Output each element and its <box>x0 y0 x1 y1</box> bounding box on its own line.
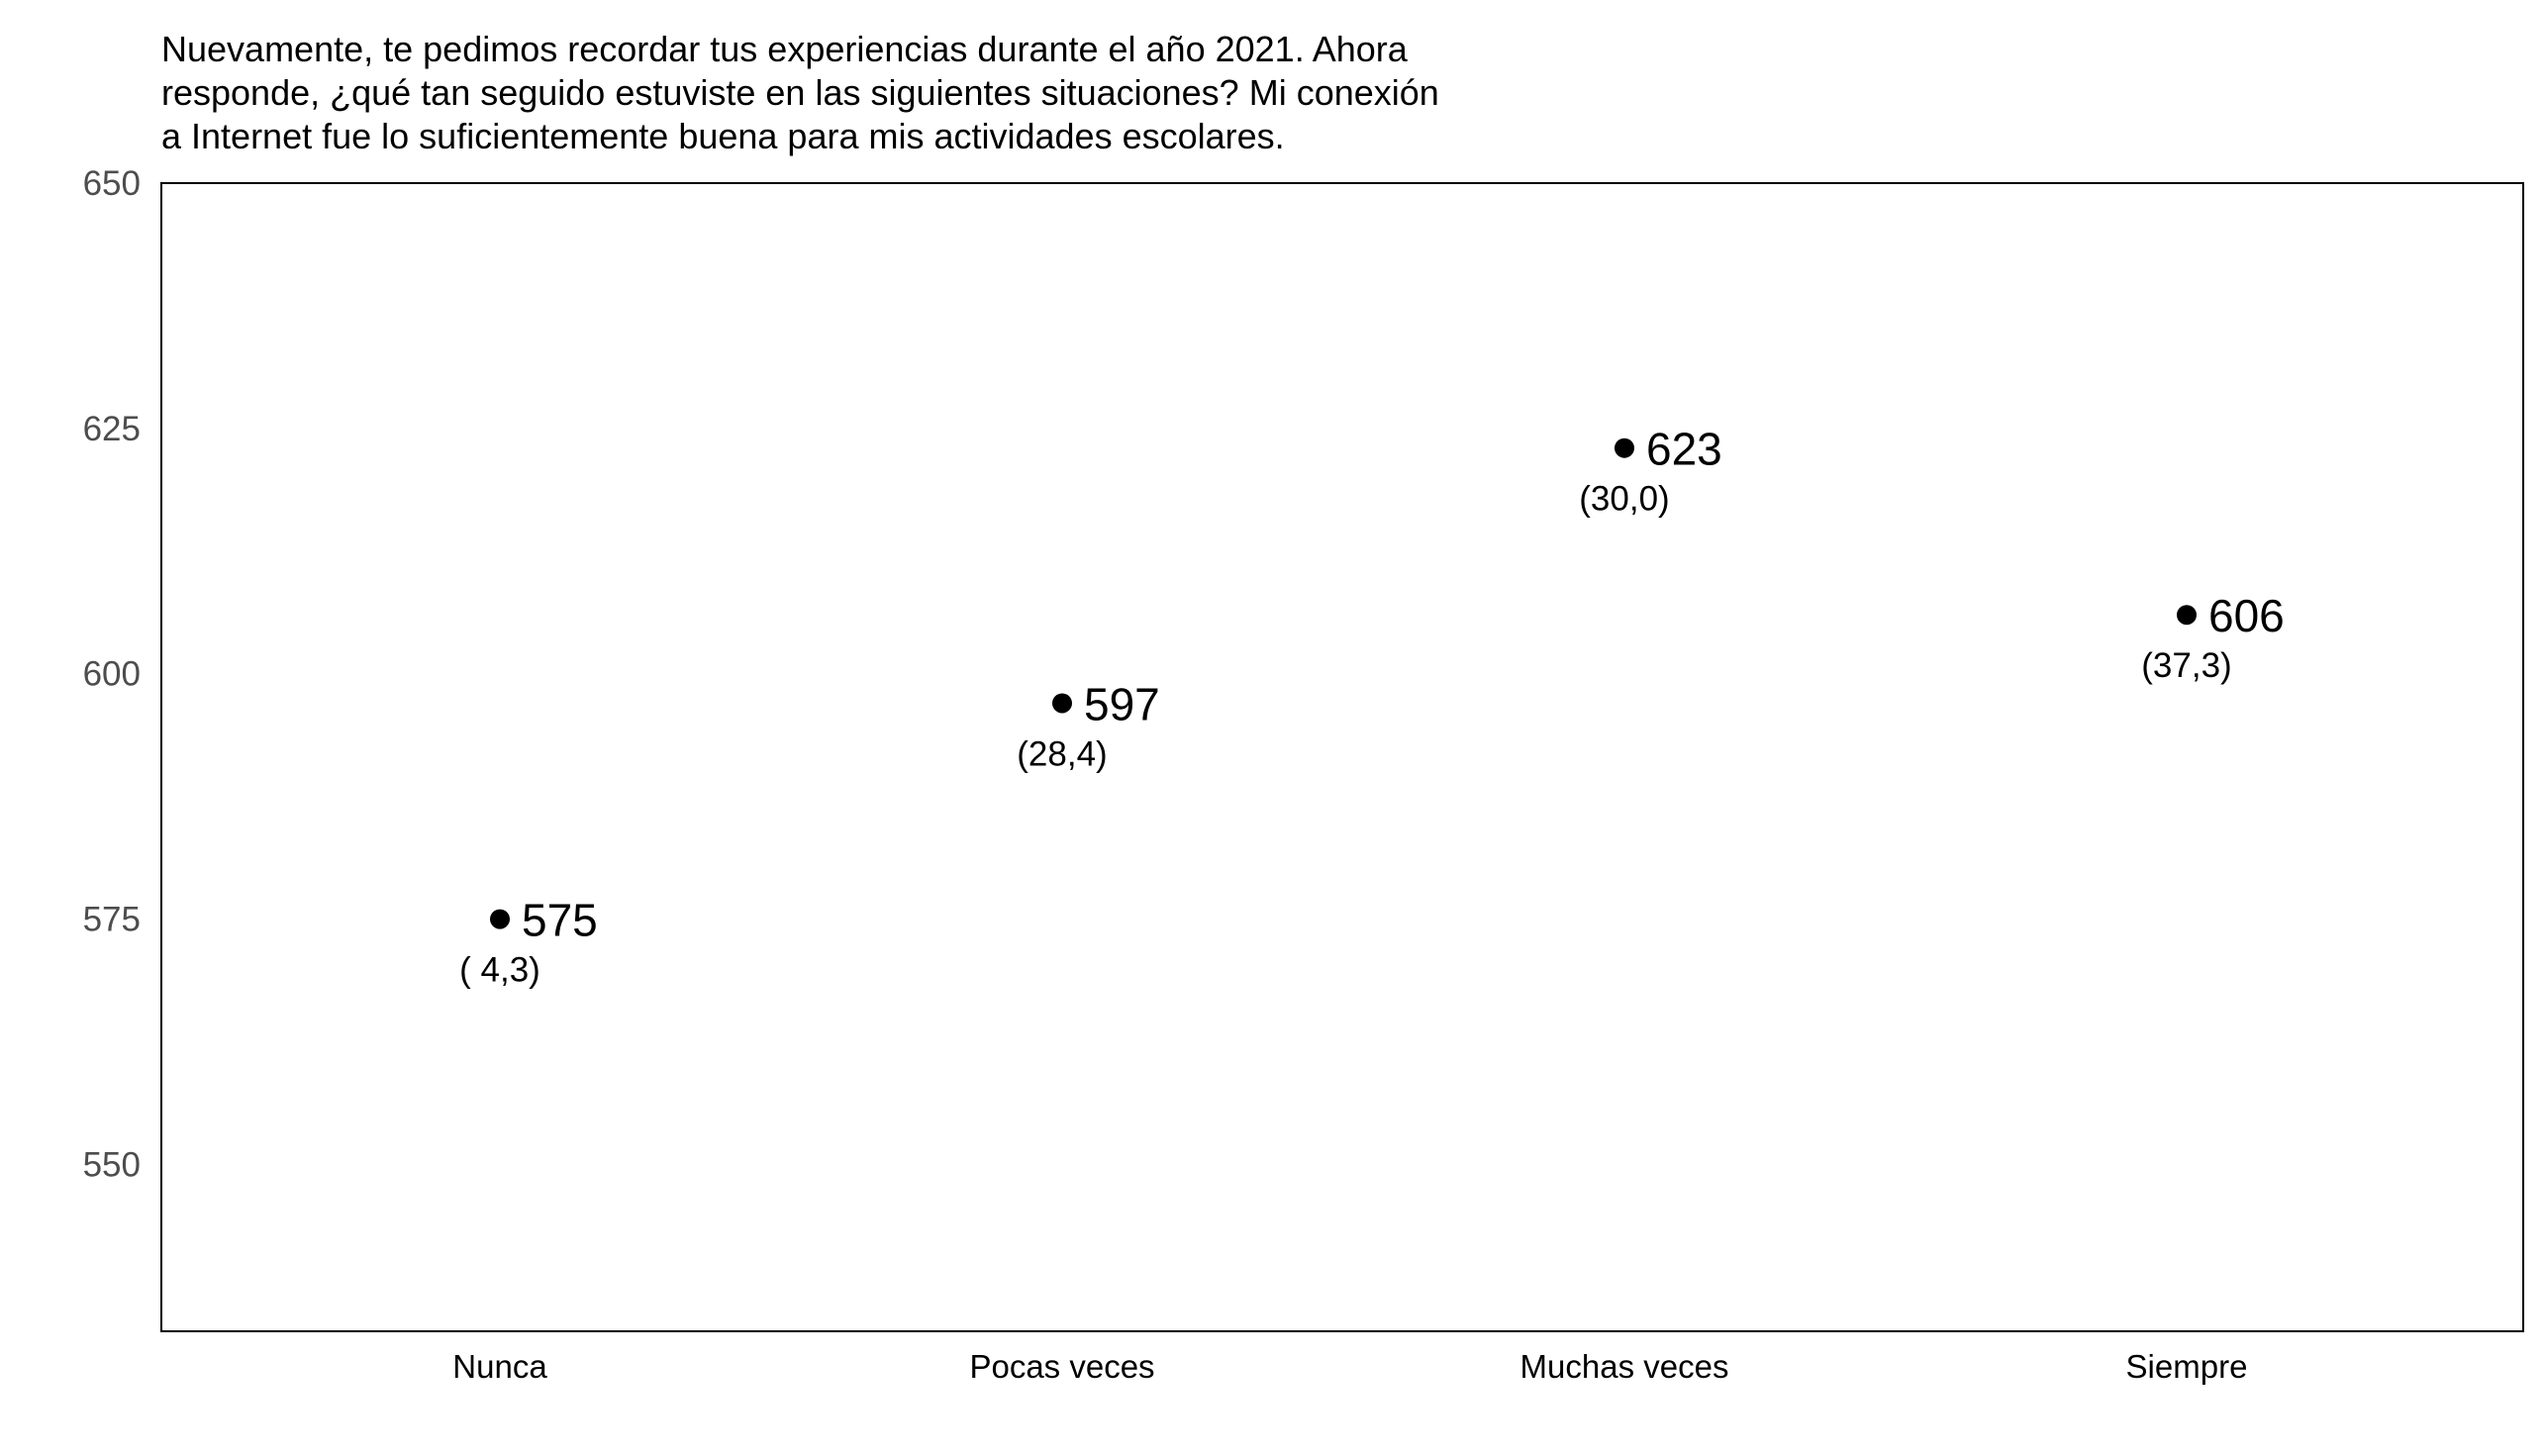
data-percent-label: (28,4) <box>1017 734 1107 773</box>
x-tick-label: Muchas veces <box>1520 1348 1729 1385</box>
x-axis: Nunca Pocas veces Muchas veces Siempre <box>452 1348 2247 1385</box>
data-point <box>1052 693 1072 714</box>
data-percent-label: ( 4,3) <box>459 951 540 990</box>
data-point <box>1615 437 1634 458</box>
data-value-label: 575 <box>522 895 598 946</box>
x-tick-label: Siempre <box>2126 1348 2248 1385</box>
y-tick-label: 600 <box>83 655 141 694</box>
y-tick-label: 625 <box>83 410 141 448</box>
data-value-label: 597 <box>1084 678 1160 729</box>
data-point <box>2177 605 2197 626</box>
x-tick-label: Nunca <box>452 1348 547 1385</box>
data-percent-label: (37,3) <box>2141 646 2231 685</box>
data-point <box>490 909 510 929</box>
y-tick-label: 575 <box>83 901 141 939</box>
data-percent-label: (30,0) <box>1579 480 1669 519</box>
data-value-label: 606 <box>2208 590 2285 641</box>
data-value-label: 623 <box>1646 424 1722 475</box>
chart-title: Nuevamente, te pedimos recordar tus expe… <box>161 29 1439 156</box>
y-axis: 550 575 600 625 650 <box>83 164 141 1184</box>
y-tick-label: 550 <box>83 1145 141 1184</box>
x-tick-label: Pocas veces <box>969 1348 1154 1385</box>
data-points: 575 ( 4,3) 597 (28,4) 623 (30,0) 606 (37,3) <box>459 424 2285 990</box>
plot-frame <box>160 182 2524 1332</box>
y-tick-label: 650 <box>83 164 141 203</box>
